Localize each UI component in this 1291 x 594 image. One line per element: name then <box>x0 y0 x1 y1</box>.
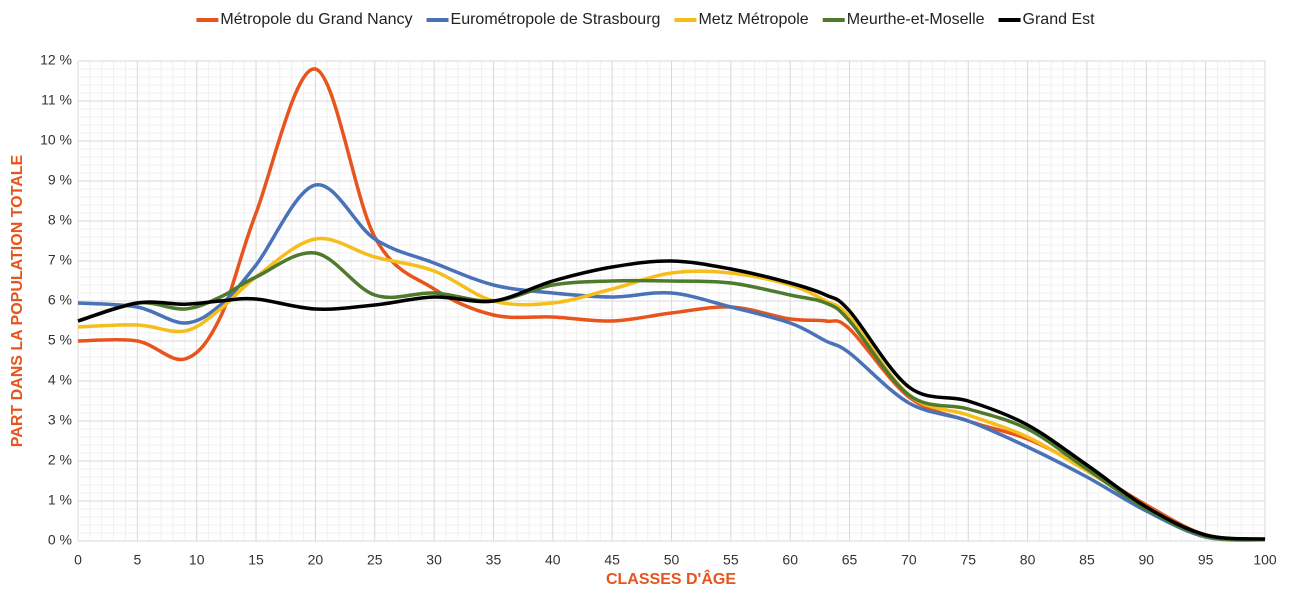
y-tick-label: 11 % <box>41 92 72 108</box>
x-tick-label: 95 <box>1198 552 1214 568</box>
legend-label: Meurthe-et-Moselle <box>847 11 985 28</box>
legend-label: Grand Est <box>1023 11 1096 28</box>
y-tick-label: 4 % <box>48 372 72 388</box>
series-line <box>77 259 1266 541</box>
x-axis-title: CLASSES D'ÂGE <box>606 569 736 588</box>
y-tick-label: 9 % <box>48 172 72 188</box>
x-tick-label: 90 <box>1139 552 1155 568</box>
y-tick-label: 2 % <box>48 452 72 468</box>
y-tick-label: 8 % <box>48 212 72 228</box>
y-tick-label: 7 % <box>48 252 72 268</box>
x-tick-label: 10 <box>189 552 205 568</box>
x-tick-label: 0 <box>74 552 82 568</box>
legend: Métropole du Grand Nancy Eurométropole de… <box>196 11 1095 28</box>
x-tick-label: 40 <box>545 552 561 568</box>
x-tick-label: 100 <box>1253 552 1277 568</box>
x-tick-label: 30 <box>426 552 442 568</box>
y-tick-label: 0 % <box>48 532 72 548</box>
x-tick-label: 65 <box>842 552 858 568</box>
x-tick-label: 25 <box>367 552 383 568</box>
y-tick-label: 10 % <box>40 132 72 148</box>
x-tick-label: 60 <box>782 552 798 568</box>
x-tick-label: 75 <box>960 552 976 568</box>
legend-label: Metz Métropole <box>698 11 808 28</box>
y-tick-label: 1 % <box>48 492 72 508</box>
x-tick-label: 85 <box>1079 552 1095 568</box>
x-tick-label: 55 <box>723 552 739 568</box>
y-tick-label: 5 % <box>48 332 72 348</box>
x-tick-label: 50 <box>664 552 680 568</box>
legend-label: Métropole du Grand Nancy <box>220 11 412 28</box>
y-axis-title: PART DANS LA POPULATION TOTALE <box>9 154 26 447</box>
x-tick-label: 70 <box>901 552 917 568</box>
x-tick-label: 35 <box>486 552 502 568</box>
legend-label: Eurométropole de Strasbourg <box>451 11 661 28</box>
x-tick-label: 45 <box>604 552 620 568</box>
x-tick-label: 15 <box>248 552 264 568</box>
series-line <box>77 251 1266 542</box>
y-tick-label: 6 % <box>48 292 72 308</box>
y-tick-label: 12 % <box>40 52 72 68</box>
x-tick-label: 5 <box>133 552 141 568</box>
x-tick-label: 20 <box>308 552 324 568</box>
series-line <box>77 183 1266 542</box>
x-tick-label: 80 <box>1020 552 1036 568</box>
y-tick-label: 3 % <box>48 412 72 428</box>
